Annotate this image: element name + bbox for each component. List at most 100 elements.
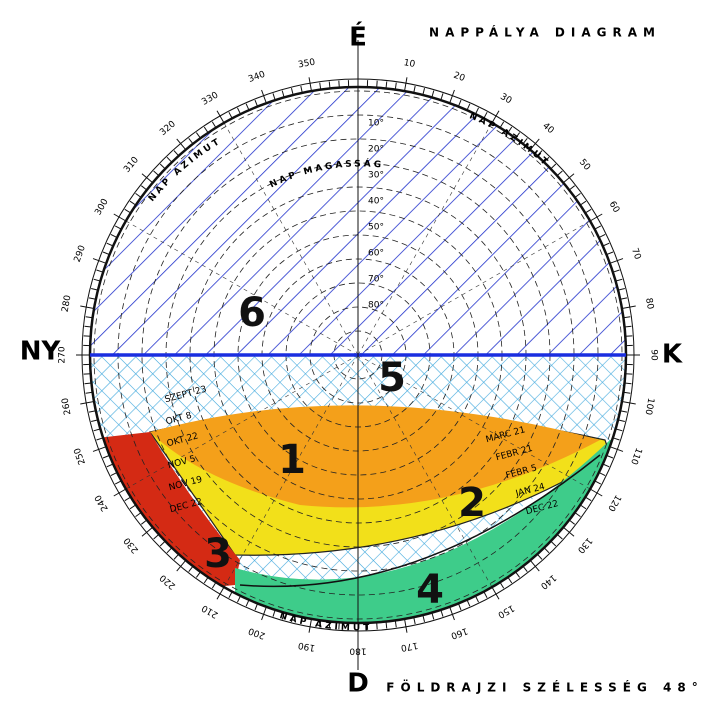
tick bbox=[319, 82, 322, 90]
tick bbox=[394, 82, 397, 90]
tick bbox=[290, 88, 294, 96]
tick bbox=[466, 103, 471, 111]
tick bbox=[114, 225, 122, 230]
azimuth-label: 150 bbox=[496, 602, 516, 619]
tick bbox=[620, 410, 628, 413]
tick bbox=[491, 586, 500, 600]
tick bbox=[574, 512, 581, 518]
tick bbox=[606, 454, 614, 459]
tick bbox=[159, 163, 166, 170]
tick bbox=[440, 609, 444, 617]
tick bbox=[594, 480, 602, 485]
tick bbox=[507, 126, 513, 134]
azimuth-label: 130 bbox=[575, 535, 594, 555]
tick bbox=[85, 316, 93, 319]
zone-6-hatch bbox=[90, 87, 626, 355]
tick bbox=[135, 192, 142, 198]
tick bbox=[536, 553, 543, 560]
azimuth-ticks bbox=[76, 73, 640, 637]
east-label: K bbox=[662, 340, 683, 370]
azimuth-label: 180 bbox=[349, 646, 366, 656]
tick bbox=[140, 185, 148, 191]
tick bbox=[228, 591, 233, 599]
tick bbox=[245, 599, 250, 607]
tick bbox=[621, 305, 636, 309]
zone-number: 6 bbox=[238, 290, 266, 336]
tick bbox=[84, 382, 92, 385]
tick bbox=[141, 173, 154, 184]
tick bbox=[404, 618, 408, 633]
tick bbox=[300, 617, 303, 625]
tick bbox=[106, 242, 114, 247]
tick bbox=[585, 208, 592, 214]
tick bbox=[281, 612, 285, 620]
tick bbox=[589, 213, 603, 222]
tick bbox=[598, 233, 606, 238]
azimuth-label: 260 bbox=[61, 397, 74, 416]
azimuth-label: 300 bbox=[93, 197, 110, 217]
tick bbox=[620, 297, 628, 300]
azimuth-label: 60 bbox=[607, 200, 622, 215]
tick bbox=[568, 185, 576, 191]
tick bbox=[173, 150, 180, 157]
tick bbox=[623, 316, 631, 319]
tick bbox=[609, 446, 624, 452]
tick bbox=[562, 526, 575, 537]
azimuth-label: 100 bbox=[643, 397, 656, 416]
tick bbox=[529, 559, 540, 572]
tick bbox=[499, 121, 505, 128]
tick bbox=[466, 599, 471, 607]
azimuth-label: 140 bbox=[538, 572, 558, 591]
tick bbox=[93, 428, 101, 432]
tick bbox=[440, 93, 444, 101]
tick bbox=[457, 99, 462, 107]
tick bbox=[585, 496, 592, 502]
tick bbox=[129, 200, 137, 206]
zone-number: 3 bbox=[204, 531, 232, 577]
tick bbox=[422, 88, 426, 96]
tick bbox=[159, 540, 166, 547]
tick bbox=[228, 111, 233, 119]
tick bbox=[475, 107, 480, 115]
tick bbox=[92, 258, 107, 264]
tick bbox=[562, 173, 575, 184]
tick bbox=[166, 547, 173, 554]
tick bbox=[135, 512, 142, 518]
tick bbox=[431, 90, 435, 98]
azimuth-label: 80 bbox=[643, 297, 655, 310]
azimuth-label: 250 bbox=[73, 446, 88, 466]
azimuth-label: 220 bbox=[158, 572, 178, 591]
tick bbox=[173, 553, 180, 560]
zone-number: 5 bbox=[378, 355, 406, 401]
azimuth-label: 280 bbox=[61, 294, 74, 313]
tick bbox=[385, 81, 388, 89]
tick bbox=[623, 391, 631, 394]
tick bbox=[594, 225, 602, 230]
azimuth-label: 10 bbox=[403, 58, 416, 70]
tick bbox=[615, 428, 623, 432]
tick bbox=[413, 617, 416, 625]
tick bbox=[290, 614, 294, 622]
tick bbox=[617, 419, 625, 423]
tick bbox=[624, 382, 632, 385]
tick bbox=[141, 526, 154, 537]
azimuth-label: 190 bbox=[297, 640, 316, 653]
tick bbox=[556, 170, 563, 177]
zone-number: 2 bbox=[458, 480, 486, 526]
tick bbox=[404, 77, 408, 92]
tick bbox=[522, 137, 528, 145]
altitude-label: 50° bbox=[368, 223, 384, 233]
azimuth-label: 90 bbox=[649, 349, 659, 361]
zone-4-inner-edge bbox=[239, 454, 601, 588]
azimuth-label: 270 bbox=[58, 346, 68, 363]
azimuth-label: 120 bbox=[605, 493, 622, 513]
tick bbox=[556, 533, 563, 540]
tick bbox=[624, 325, 632, 328]
tick bbox=[113, 213, 127, 222]
azimuth-label: 240 bbox=[93, 493, 110, 513]
azimuth-label: 340 bbox=[247, 70, 267, 85]
tick bbox=[598, 472, 606, 477]
tick bbox=[612, 269, 620, 273]
tick bbox=[308, 77, 312, 92]
tick bbox=[92, 446, 107, 452]
